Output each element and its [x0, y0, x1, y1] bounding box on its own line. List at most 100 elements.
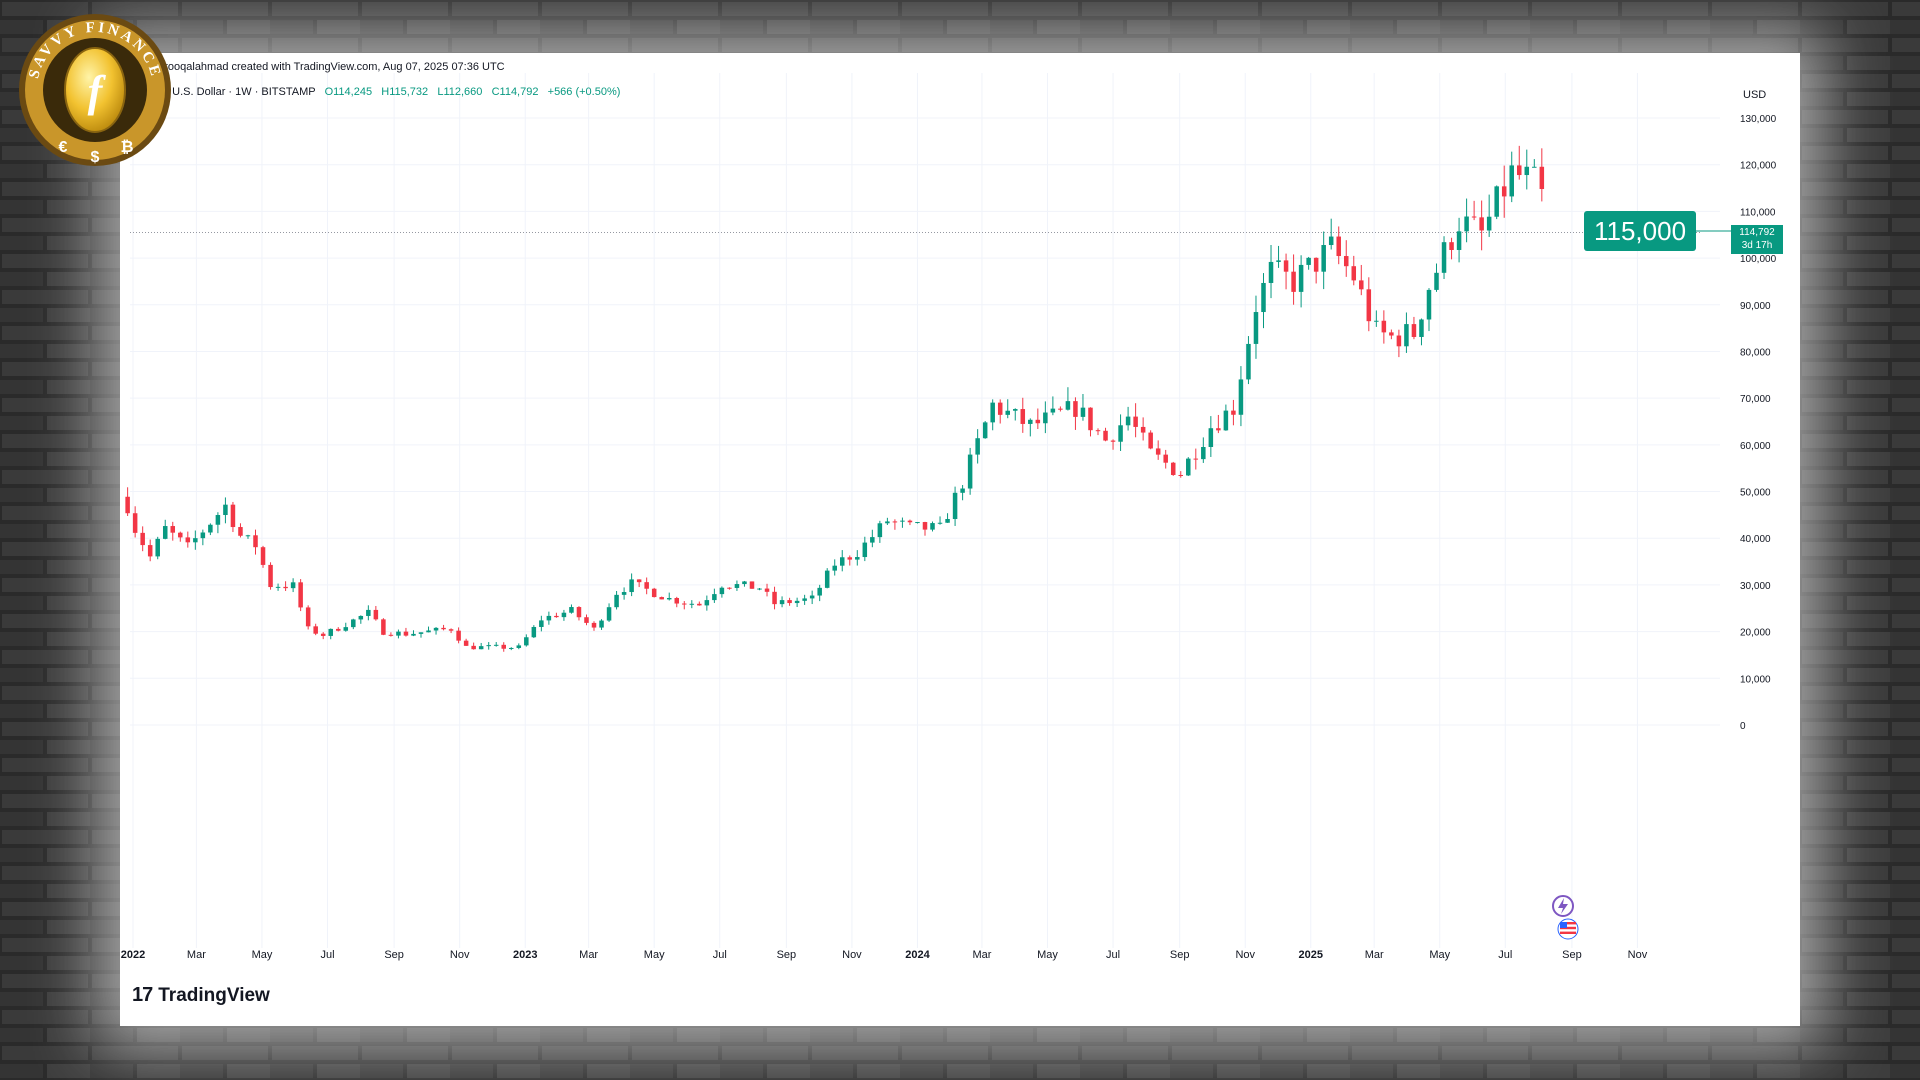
y-tick-label: 90,000 — [1740, 301, 1771, 312]
candle — [366, 605, 371, 621]
x-tick-label: Sep — [1170, 949, 1190, 961]
candle — [809, 590, 815, 605]
x-tick-label: 2024 — [905, 949, 930, 961]
candle — [1020, 397, 1026, 433]
candle — [396, 629, 401, 639]
candle — [343, 622, 349, 632]
candle — [358, 615, 364, 624]
y-tick-label: 50,000 — [1740, 488, 1771, 499]
candle — [1381, 310, 1387, 344]
currency-label[interactable]: USD — [1743, 89, 1767, 101]
x-tick-label: May — [252, 949, 273, 961]
candle — [779, 596, 785, 608]
candle — [839, 550, 845, 572]
x-tick-label: May — [644, 949, 665, 961]
price-chart[interactable]: 0 10,000 20,000 30,000 40,000 50,000 60,000 70,… — [120, 53, 1800, 1026]
candle — [1486, 194, 1492, 237]
candle — [990, 399, 995, 431]
candle — [1216, 414, 1221, 434]
us-flag-event-icon[interactable] — [1557, 918, 1579, 940]
candle — [712, 588, 717, 603]
candle — [1073, 397, 1078, 430]
candle — [200, 529, 206, 546]
candle — [689, 600, 695, 609]
candle — [772, 586, 777, 610]
symbol-legend[interactable]: Bitcoin / U.S. Dollar · 1W · BITSTAMP O1… — [130, 86, 620, 98]
candle — [373, 605, 379, 621]
y-tick-label: 70,000 — [1740, 394, 1771, 405]
candle — [245, 534, 251, 539]
candle — [1178, 471, 1184, 478]
candle — [892, 519, 898, 530]
candle — [493, 642, 499, 647]
candle — [1133, 403, 1138, 438]
candle — [922, 521, 928, 536]
ohlc-change: +566 (+0.50%) — [547, 86, 621, 98]
x-tick-label: Jul — [713, 949, 727, 961]
candle — [1110, 439, 1116, 450]
candle — [1539, 148, 1545, 202]
candle — [381, 618, 386, 636]
candle — [682, 601, 687, 610]
candle — [569, 604, 574, 614]
candle — [486, 642, 491, 650]
candle — [636, 579, 642, 588]
candle — [651, 587, 657, 598]
bitcoin-symbol: ₿ — [120, 138, 133, 156]
candle — [1389, 329, 1394, 340]
candle — [1253, 295, 1259, 359]
x-tick-label: Mar — [579, 949, 598, 961]
candle — [1419, 318, 1424, 346]
candle — [328, 628, 333, 640]
candle — [937, 516, 943, 525]
ohlc-low: L112,660 — [437, 86, 483, 98]
y-tick-label: 0 — [1740, 721, 1746, 732]
y-tick-label: 60,000 — [1740, 441, 1771, 452]
x-tick-label: Mar — [1365, 949, 1384, 961]
x-tick-label: Nov — [842, 949, 862, 961]
candle — [1246, 336, 1251, 385]
candle — [1231, 399, 1236, 426]
candle — [1366, 277, 1372, 332]
candle — [666, 592, 672, 601]
candle — [757, 587, 762, 591]
lightning-event-icon[interactable] — [1552, 895, 1574, 917]
tradingview-logo[interactable]: 17 TradingView — [132, 984, 270, 1007]
candle — [1050, 396, 1056, 416]
candle — [1268, 245, 1274, 299]
candle — [734, 580, 740, 591]
candle — [253, 529, 258, 555]
candle — [1193, 448, 1199, 470]
candles — [125, 145, 1545, 652]
candle — [1103, 427, 1108, 442]
candle — [599, 619, 604, 630]
candle — [193, 530, 198, 550]
x-tick-label: 2023 — [513, 949, 537, 961]
candle — [1404, 312, 1409, 353]
candle — [554, 612, 559, 618]
euro-symbol: € — [59, 139, 68, 156]
candle — [1351, 255, 1357, 286]
candle — [915, 522, 920, 524]
y-tick-label: 40,000 — [1740, 534, 1771, 545]
candle — [441, 624, 446, 631]
candle — [975, 429, 980, 464]
candle — [576, 606, 582, 621]
candle — [516, 643, 522, 650]
candle — [238, 523, 243, 538]
candle — [185, 531, 191, 548]
candle — [1426, 288, 1432, 332]
candle — [764, 583, 770, 597]
candle — [967, 447, 973, 495]
y-tick-label: 20,000 — [1740, 628, 1771, 639]
candle — [1359, 264, 1364, 296]
ohlc-high: H115,732 — [381, 86, 429, 98]
candle — [351, 618, 356, 630]
candle — [704, 595, 710, 611]
candle — [606, 603, 612, 622]
tradingview-wordmark: TradingView — [158, 985, 270, 1006]
x-tick-label: Nov — [1235, 949, 1255, 961]
y-tick-label: 120,000 — [1740, 161, 1777, 172]
candle — [787, 597, 792, 606]
ohlc-open: O114,245 — [324, 86, 373, 98]
